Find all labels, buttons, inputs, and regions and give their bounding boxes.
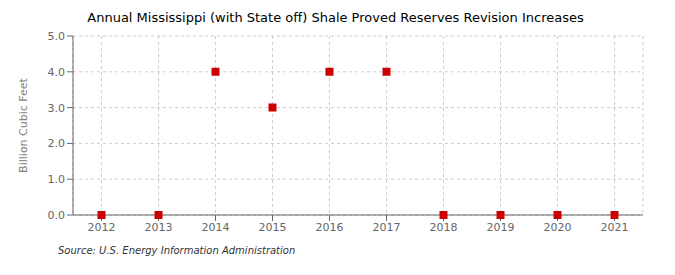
svg-text:5.0: 5.0 (48, 30, 66, 43)
svg-text:2015: 2015 (259, 221, 287, 234)
svg-text:2012: 2012 (88, 221, 116, 234)
svg-text:4.0: 4.0 (48, 66, 66, 79)
svg-text:2016: 2016 (316, 221, 344, 234)
svg-text:2014: 2014 (202, 221, 230, 234)
html-text:Annual Mississippi (with State: Annual Mississippi (with State off) Shal… (87, 10, 584, 25)
svg-text:3.0: 3.0 (48, 102, 66, 115)
svg-text:2018: 2018 (430, 221, 458, 234)
svg-text:2020: 2020 (544, 221, 572, 234)
html-text:Source: U.S. Energy Informatio: Source: U.S. Energy Information Administ… (58, 245, 296, 256)
svg-text:2017: 2017 (373, 221, 401, 234)
svg-text:2021: 2021 (601, 221, 629, 234)
svg-text:0.0: 0.0 (48, 209, 66, 222)
svg-text:2013: 2013 (145, 221, 173, 234)
svg-text:2.0: 2.0 (48, 137, 66, 150)
svg-text:2019: 2019 (487, 221, 515, 234)
svg-text:Billion Cubic Feet: Billion Cubic Feet (17, 77, 30, 172)
svg-text:1.0: 1.0 (48, 173, 66, 186)
